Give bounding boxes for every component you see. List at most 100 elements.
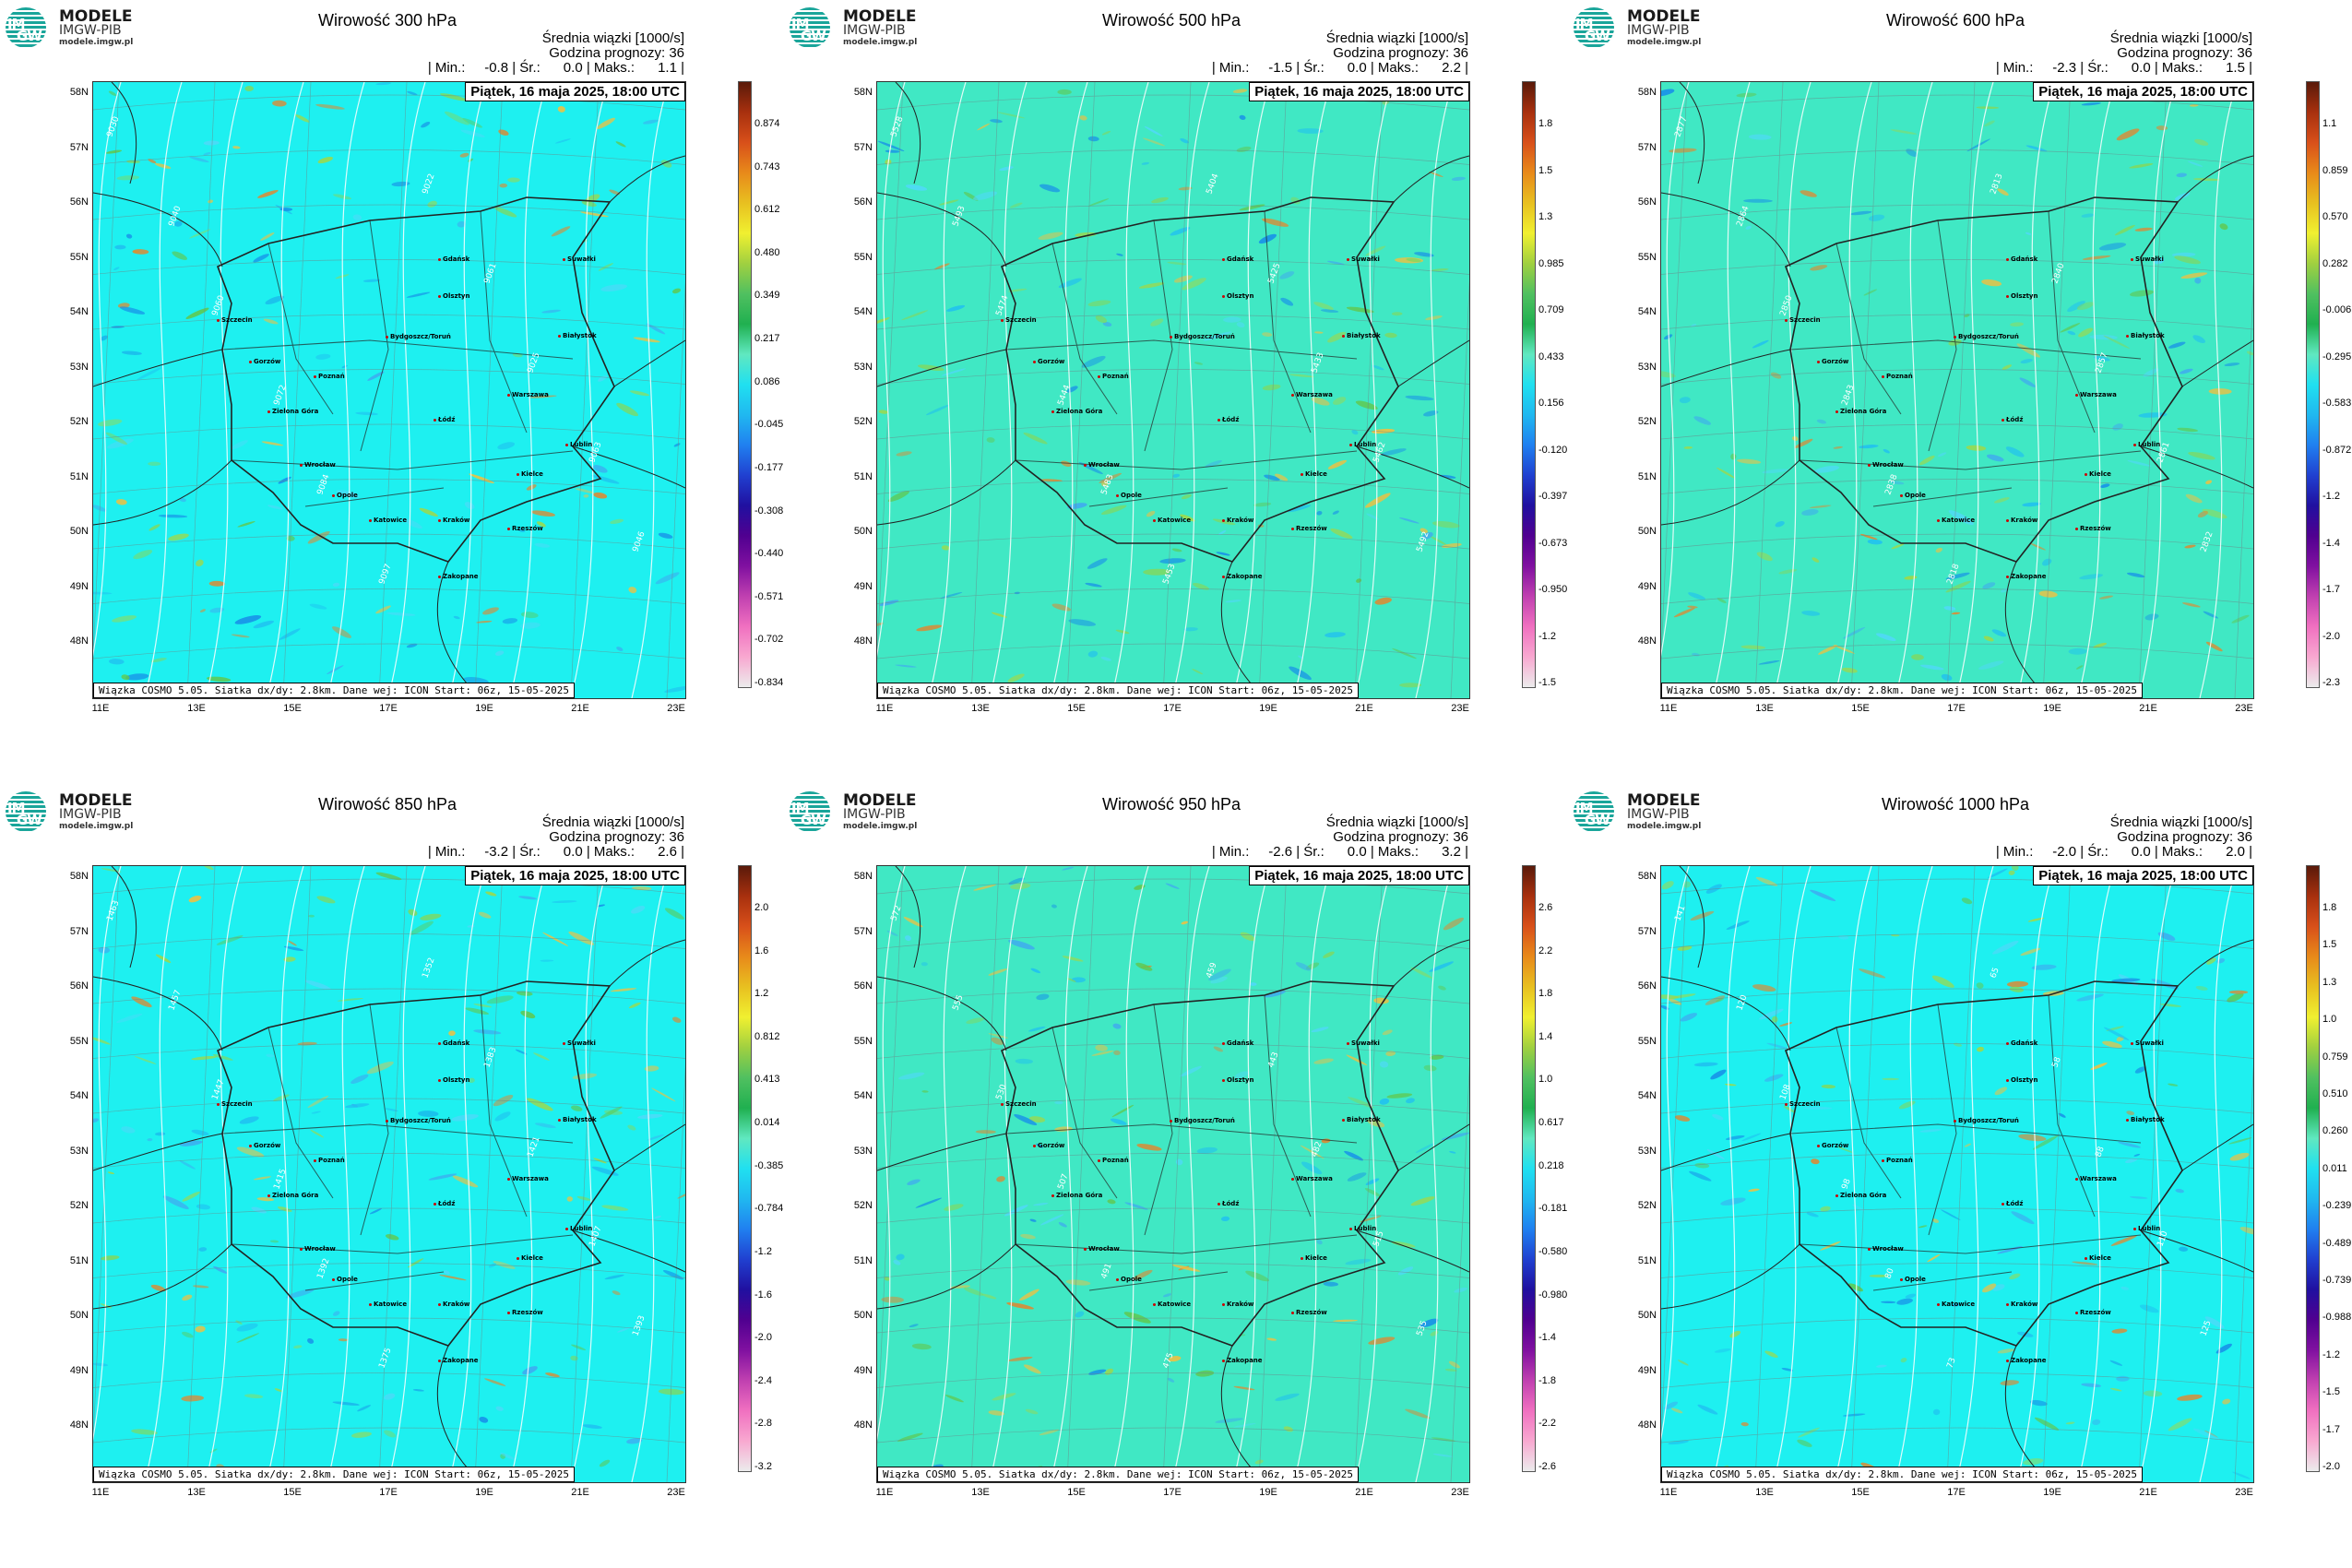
vorticity-blob	[1239, 114, 1246, 120]
city-marker-icon	[1115, 1277, 1119, 1281]
vorticity-blob	[1323, 951, 1335, 958]
city-label: Opole	[1121, 1276, 1142, 1283]
vorticity-blob	[2179, 368, 2193, 374]
vorticity-blob	[1801, 509, 1819, 516]
city-marker-icon	[2074, 1311, 2078, 1314]
vorticity-blob	[1180, 514, 1195, 522]
vorticity-blob	[266, 1053, 275, 1058]
vorticity-blob	[406, 291, 431, 298]
vorticity-blob	[182, 1294, 193, 1301]
vorticity-blob	[2168, 1418, 2192, 1431]
vorticity-blob	[541, 309, 561, 314]
vorticity-blob	[256, 1197, 275, 1202]
vorticity-map[interactable]: 572 555 530 507 491 475 459 443 482 515 535 Gdańsk O…	[876, 865, 1470, 1483]
vorticity-map[interactable]: 1463 1457 1447 1415 1392 1375 1352 1383 1421 1407…	[92, 865, 686, 1483]
vorticity-blob	[658, 532, 673, 539]
city-marker-icon	[564, 1227, 568, 1230]
colorbar-label: -0.980	[1538, 1289, 1568, 1301]
vorticity-blob	[575, 488, 595, 493]
logo-line3: modele.imgw.pl	[59, 38, 134, 47]
vorticity-blob	[2175, 1188, 2184, 1194]
vorticity-blob	[443, 1270, 450, 1275]
vorticity-blob	[2192, 1428, 2220, 1441]
latitude-label: 57N	[853, 925, 873, 937]
logo-line1: MODELE	[59, 7, 133, 26]
vorticity-blob	[2079, 574, 2104, 580]
contour-line	[2016, 866, 2055, 1482]
vorticity-map[interactable]: 141 120 108 98 80 73 65 58 88 110 125 Gdańsk Olsztyn…	[1660, 865, 2254, 1483]
vorticity-blob	[2129, 163, 2154, 169]
header-line1: Średnia wiązki [1000/s]	[1325, 814, 1468, 830]
vorticity-blob	[1368, 1336, 1396, 1345]
latitude-line	[1661, 588, 2253, 604]
vorticity-blob	[673, 443, 681, 447]
contour-label: 5404	[1205, 172, 1220, 196]
city-label: Rzeszów	[512, 1309, 543, 1316]
vorticity-blob	[1431, 521, 1460, 529]
vorticity-blob	[444, 111, 469, 125]
vorticity-blob	[2009, 1273, 2021, 1280]
vorticity-blob	[366, 1061, 394, 1075]
vorticity-blob	[199, 609, 206, 612]
vorticity-blob	[1758, 659, 1780, 665]
vorticity-blob	[940, 591, 963, 600]
poland-border	[216, 980, 615, 1347]
vorticity-blob	[495, 1406, 504, 1411]
vorticity-blob	[1997, 188, 2009, 196]
city-marker-icon	[2084, 472, 2087, 476]
vorticity-blob	[2065, 1421, 2075, 1425]
city-marker-icon	[1899, 1277, 1903, 1281]
contour-line	[205, 82, 244, 698]
city-marker-icon	[516, 1256, 519, 1260]
vorticity-blob	[1136, 1144, 1162, 1151]
vorticity-blob	[903, 916, 923, 928]
vorticity-blob	[2099, 483, 2110, 488]
city-label: Szczecin	[1005, 316, 1037, 324]
vorticity-blob	[2151, 979, 2180, 990]
vorticity-blob	[1112, 1023, 1122, 1029]
vorticity-map[interactable]: 2877 2864 2850 2843 2838 2818 2813 2840 2857 2861…	[1660, 81, 2254, 699]
vorticity-blob	[494, 207, 517, 218]
vorticity-blob	[116, 1013, 143, 1023]
contour-line	[1415, 866, 1454, 1482]
vorticity-blob	[1432, 1454, 1454, 1457]
colorbar-label: -1.2	[1538, 630, 1556, 642]
vorticity-blob	[1890, 129, 1918, 135]
vorticity-blob	[93, 505, 107, 512]
city-marker-icon	[1169, 335, 1172, 339]
contour-line	[1111, 866, 1149, 1482]
vorticity-blob	[1986, 454, 2004, 462]
vorticity-blob	[1430, 1331, 1439, 1336]
vorticity-blob	[488, 1263, 497, 1268]
longitude-label: 21E	[2139, 1487, 2157, 1498]
city-label: Gorzów	[1822, 1142, 1849, 1149]
vorticity-blob	[1346, 1054, 1368, 1066]
contour-line	[448, 82, 487, 698]
city-marker-icon	[1816, 1144, 1820, 1147]
vorticity-field	[93, 866, 685, 1482]
contour-label: 1393	[631, 1314, 647, 1337]
vorticity-blob	[2192, 335, 2205, 343]
vorticity-map[interactable]: 5528 5493 5474 5444 5483 5453 5404 5425 5433 5462…	[876, 81, 1470, 699]
vorticity-blob	[1385, 1051, 1396, 1057]
vorticity-blob	[2179, 1246, 2189, 1252]
latitude-line	[93, 1207, 685, 1224]
colorbar-label: 1.4	[1538, 1030, 1553, 1042]
latitude-line	[877, 1207, 1469, 1224]
vorticity-blob	[468, 158, 474, 162]
vorticity-blob	[1236, 146, 1252, 152]
vorticity-blob	[1373, 997, 1389, 1004]
latitude-label: 56N	[69, 196, 89, 208]
vorticity-blob	[316, 896, 336, 904]
vorticity-blob	[2112, 423, 2123, 431]
neighbour-border	[877, 82, 1469, 698]
vorticity-blob	[1848, 1283, 1863, 1292]
voivodeship-borders	[221, 210, 574, 507]
latitude-line	[877, 933, 1469, 949]
vorticity-blob	[2068, 647, 2087, 655]
vorticity-blob	[2005, 446, 2025, 457]
vorticity-map[interactable]: 9030 9040 9060 9072 9084 9097 9022 9061 9025 9063…	[92, 81, 686, 699]
longitude-line	[2138, 866, 2168, 1482]
city-label: Katowice	[1158, 1301, 1192, 1308]
